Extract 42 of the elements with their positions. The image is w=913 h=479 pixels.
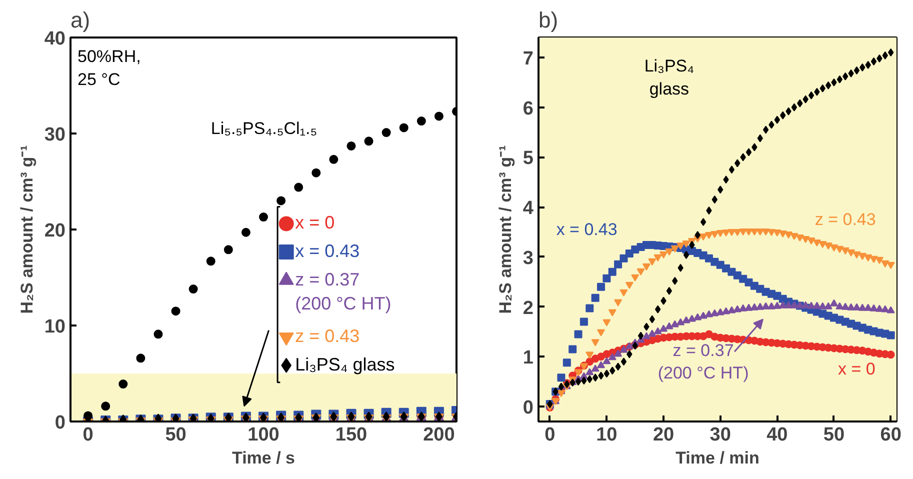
x-tick-label: 200 xyxy=(423,424,455,446)
y-tick-label: 30 xyxy=(44,124,66,146)
y-tick-label: 10 xyxy=(44,316,66,338)
series-label: Li₅.₅PS₄.₅Cl₁.₅ xyxy=(210,119,318,138)
legend-label: z = 0.37 (200 °C HT) xyxy=(658,340,749,383)
x-axis-title: Time / s xyxy=(232,448,296,468)
x-tick-label: 50 xyxy=(165,424,186,446)
chart-title: a) xyxy=(70,8,90,32)
x-axis-title: Time / min xyxy=(676,448,760,468)
y-tick-label: 7 xyxy=(522,48,534,70)
x-tick-label: 20 xyxy=(652,424,674,446)
series-label: x = 0.43 xyxy=(556,220,618,239)
x-tick-label: 100 xyxy=(248,424,280,446)
x-tick-label: 150 xyxy=(335,424,368,446)
y-tick-label: 3 xyxy=(522,248,534,269)
x-tick-label: 50 xyxy=(823,424,845,446)
x-tick-label: 10 xyxy=(596,424,618,446)
legend-label: Li₃PS₄ glass xyxy=(295,354,395,374)
legend-label: z = 0.37 (200 °C HT) xyxy=(295,269,392,314)
text: Li₃PS₄ glass xyxy=(644,56,694,98)
y-axis-title: H₂S amount / cm³ g⁻¹ xyxy=(496,144,515,314)
y-tick-label: 0 xyxy=(522,398,534,419)
x-tick-label: 0 xyxy=(82,424,94,446)
y-tick-label: 40 xyxy=(44,28,66,50)
annotation: 50%RH, 25 °C xyxy=(78,47,141,89)
legend-label: z = 0.43 xyxy=(295,326,360,346)
series-label: z = 0.43 xyxy=(814,210,876,230)
series-label: x = 0 xyxy=(838,360,876,379)
x-tick-label: 40 xyxy=(766,424,788,446)
y-tick-label: 2 xyxy=(522,298,534,319)
y-tick-label: 6 xyxy=(522,98,534,120)
x-tick-label: 30 xyxy=(710,424,731,446)
y-tick-label: 1 xyxy=(522,348,534,369)
y-tick-label: 4 xyxy=(522,198,534,220)
legend-label: x = 0.43 xyxy=(295,241,360,262)
y-tick-label: 20 xyxy=(44,220,66,242)
y-tick-label: 5 xyxy=(522,148,534,170)
x-tick-label: 60 xyxy=(880,424,902,446)
y-axis-title: H₂S amount / cm³ g⁻¹ xyxy=(17,144,36,314)
legend-label: x = 0 xyxy=(295,212,335,233)
chart-title: b) xyxy=(538,8,558,32)
x-tick-label: 0 xyxy=(544,424,556,446)
